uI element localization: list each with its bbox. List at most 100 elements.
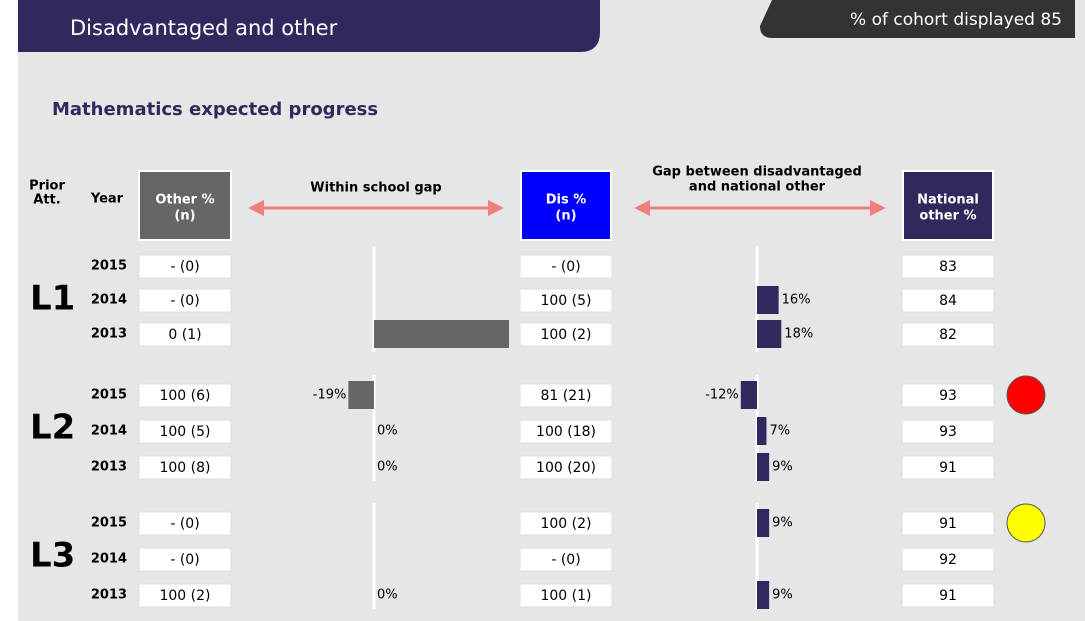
col-national: National — [917, 193, 979, 208]
cell-text: 100 (1) — [540, 588, 591, 604]
cell — [138, 322, 232, 347]
gap-label: 7% — [769, 424, 790, 439]
cell-text: 93 — [939, 388, 957, 404]
gap-bar — [757, 581, 770, 609]
cell-text: 82 — [939, 327, 957, 343]
cell-text: - (0) — [170, 516, 199, 532]
cell — [901, 419, 995, 444]
col-national-gap: Gap between disadvantaged — [652, 165, 862, 180]
gap-bar — [757, 417, 767, 445]
col-dis: (n) — [555, 209, 576, 224]
cell-text: 100 (18) — [536, 424, 596, 440]
group-label: L1 — [30, 279, 75, 319]
gap-label: 16% — [782, 293, 811, 308]
cell — [519, 254, 613, 279]
gap-bar — [740, 381, 757, 409]
cell — [519, 547, 613, 572]
gap-label: 0% — [377, 588, 398, 603]
col-prior: Att. — [33, 193, 60, 208]
cell-text: 100 (2) — [159, 588, 210, 604]
cell-text: - (0) — [170, 552, 199, 568]
cell-text: 100 (2) — [540, 327, 591, 343]
col-dis: Dis % — [546, 193, 587, 208]
gap-label: 9% — [772, 588, 793, 603]
cell-text: 91 — [939, 460, 957, 476]
col-prior: Prior — [29, 179, 65, 194]
cell — [138, 547, 232, 572]
cell-text: 93 — [939, 424, 957, 440]
year: 2013 — [91, 588, 127, 603]
year: 2015 — [91, 259, 127, 274]
cell-text: 0 (1) — [168, 327, 201, 343]
col-other: Other % — [155, 193, 214, 208]
cell — [901, 583, 995, 608]
gap-bar — [757, 453, 770, 481]
year: 2015 — [91, 388, 127, 403]
status-dot — [1006, 503, 1046, 543]
cell-text: 100 (20) — [536, 460, 596, 476]
cell — [519, 419, 613, 444]
cell — [519, 322, 613, 347]
cell-text: 91 — [939, 588, 957, 604]
col-other: (n) — [174, 209, 195, 224]
cell — [901, 511, 995, 536]
gap-bar — [757, 286, 779, 314]
header-bar — [18, 0, 600, 52]
cell — [519, 288, 613, 313]
cell-text: 84 — [939, 293, 957, 309]
gap-bar — [348, 381, 374, 409]
gap-label: 9% — [772, 516, 793, 531]
cell — [138, 419, 232, 444]
cell — [901, 455, 995, 480]
cell — [138, 455, 232, 480]
group-label: L3 — [30, 536, 75, 576]
gap-label: -19% — [313, 388, 347, 403]
cell-text: 100 (5) — [540, 293, 591, 309]
gap-label: 18% — [784, 327, 813, 342]
cell-text: - (0) — [170, 259, 199, 275]
col-dis-box — [520, 170, 612, 241]
gap-bar — [757, 509, 770, 537]
cell — [519, 383, 613, 408]
gap-label: 0% — [377, 424, 398, 439]
cohort-label: % of cohort displayed 85 — [850, 10, 1062, 30]
cell-text: 100 (6) — [159, 388, 210, 404]
cell-text: 81 (21) — [540, 388, 591, 404]
gap-bar — [757, 320, 782, 348]
cell-text: - (0) — [551, 259, 580, 275]
cell — [138, 583, 232, 608]
year: 2014 — [91, 552, 127, 567]
cell — [519, 511, 613, 536]
cell — [519, 583, 613, 608]
cell-text: - (0) — [551, 552, 580, 568]
cell — [901, 383, 995, 408]
cell-text: 100 (8) — [159, 460, 210, 476]
cell-text: 91 — [939, 516, 957, 532]
cell — [901, 547, 995, 572]
col-other-box — [138, 170, 232, 241]
gap-bar — [374, 320, 509, 348]
year: 2013 — [91, 327, 127, 342]
cell-text: - (0) — [170, 293, 199, 309]
year: 2014 — [91, 293, 127, 308]
cell — [901, 254, 995, 279]
col-national-box — [902, 170, 994, 241]
year: 2015 — [91, 516, 127, 531]
cell — [519, 455, 613, 480]
col-within-gap: Within school gap — [310, 181, 441, 196]
col-national-gap: and national other — [689, 180, 826, 195]
status-dot — [1006, 375, 1046, 415]
cohort-tab — [760, 0, 1075, 38]
cell — [138, 254, 232, 279]
col-year: Year — [90, 192, 124, 207]
group-label: L2 — [30, 408, 75, 448]
year: 2014 — [91, 424, 127, 439]
section-title: Mathematics expected progress — [52, 99, 378, 120]
col-national: other % — [919, 209, 976, 224]
arrow — [248, 200, 886, 216]
cell-text: 83 — [939, 259, 957, 275]
cell — [138, 511, 232, 536]
gap-label: 9% — [772, 460, 793, 475]
cell — [138, 383, 232, 408]
